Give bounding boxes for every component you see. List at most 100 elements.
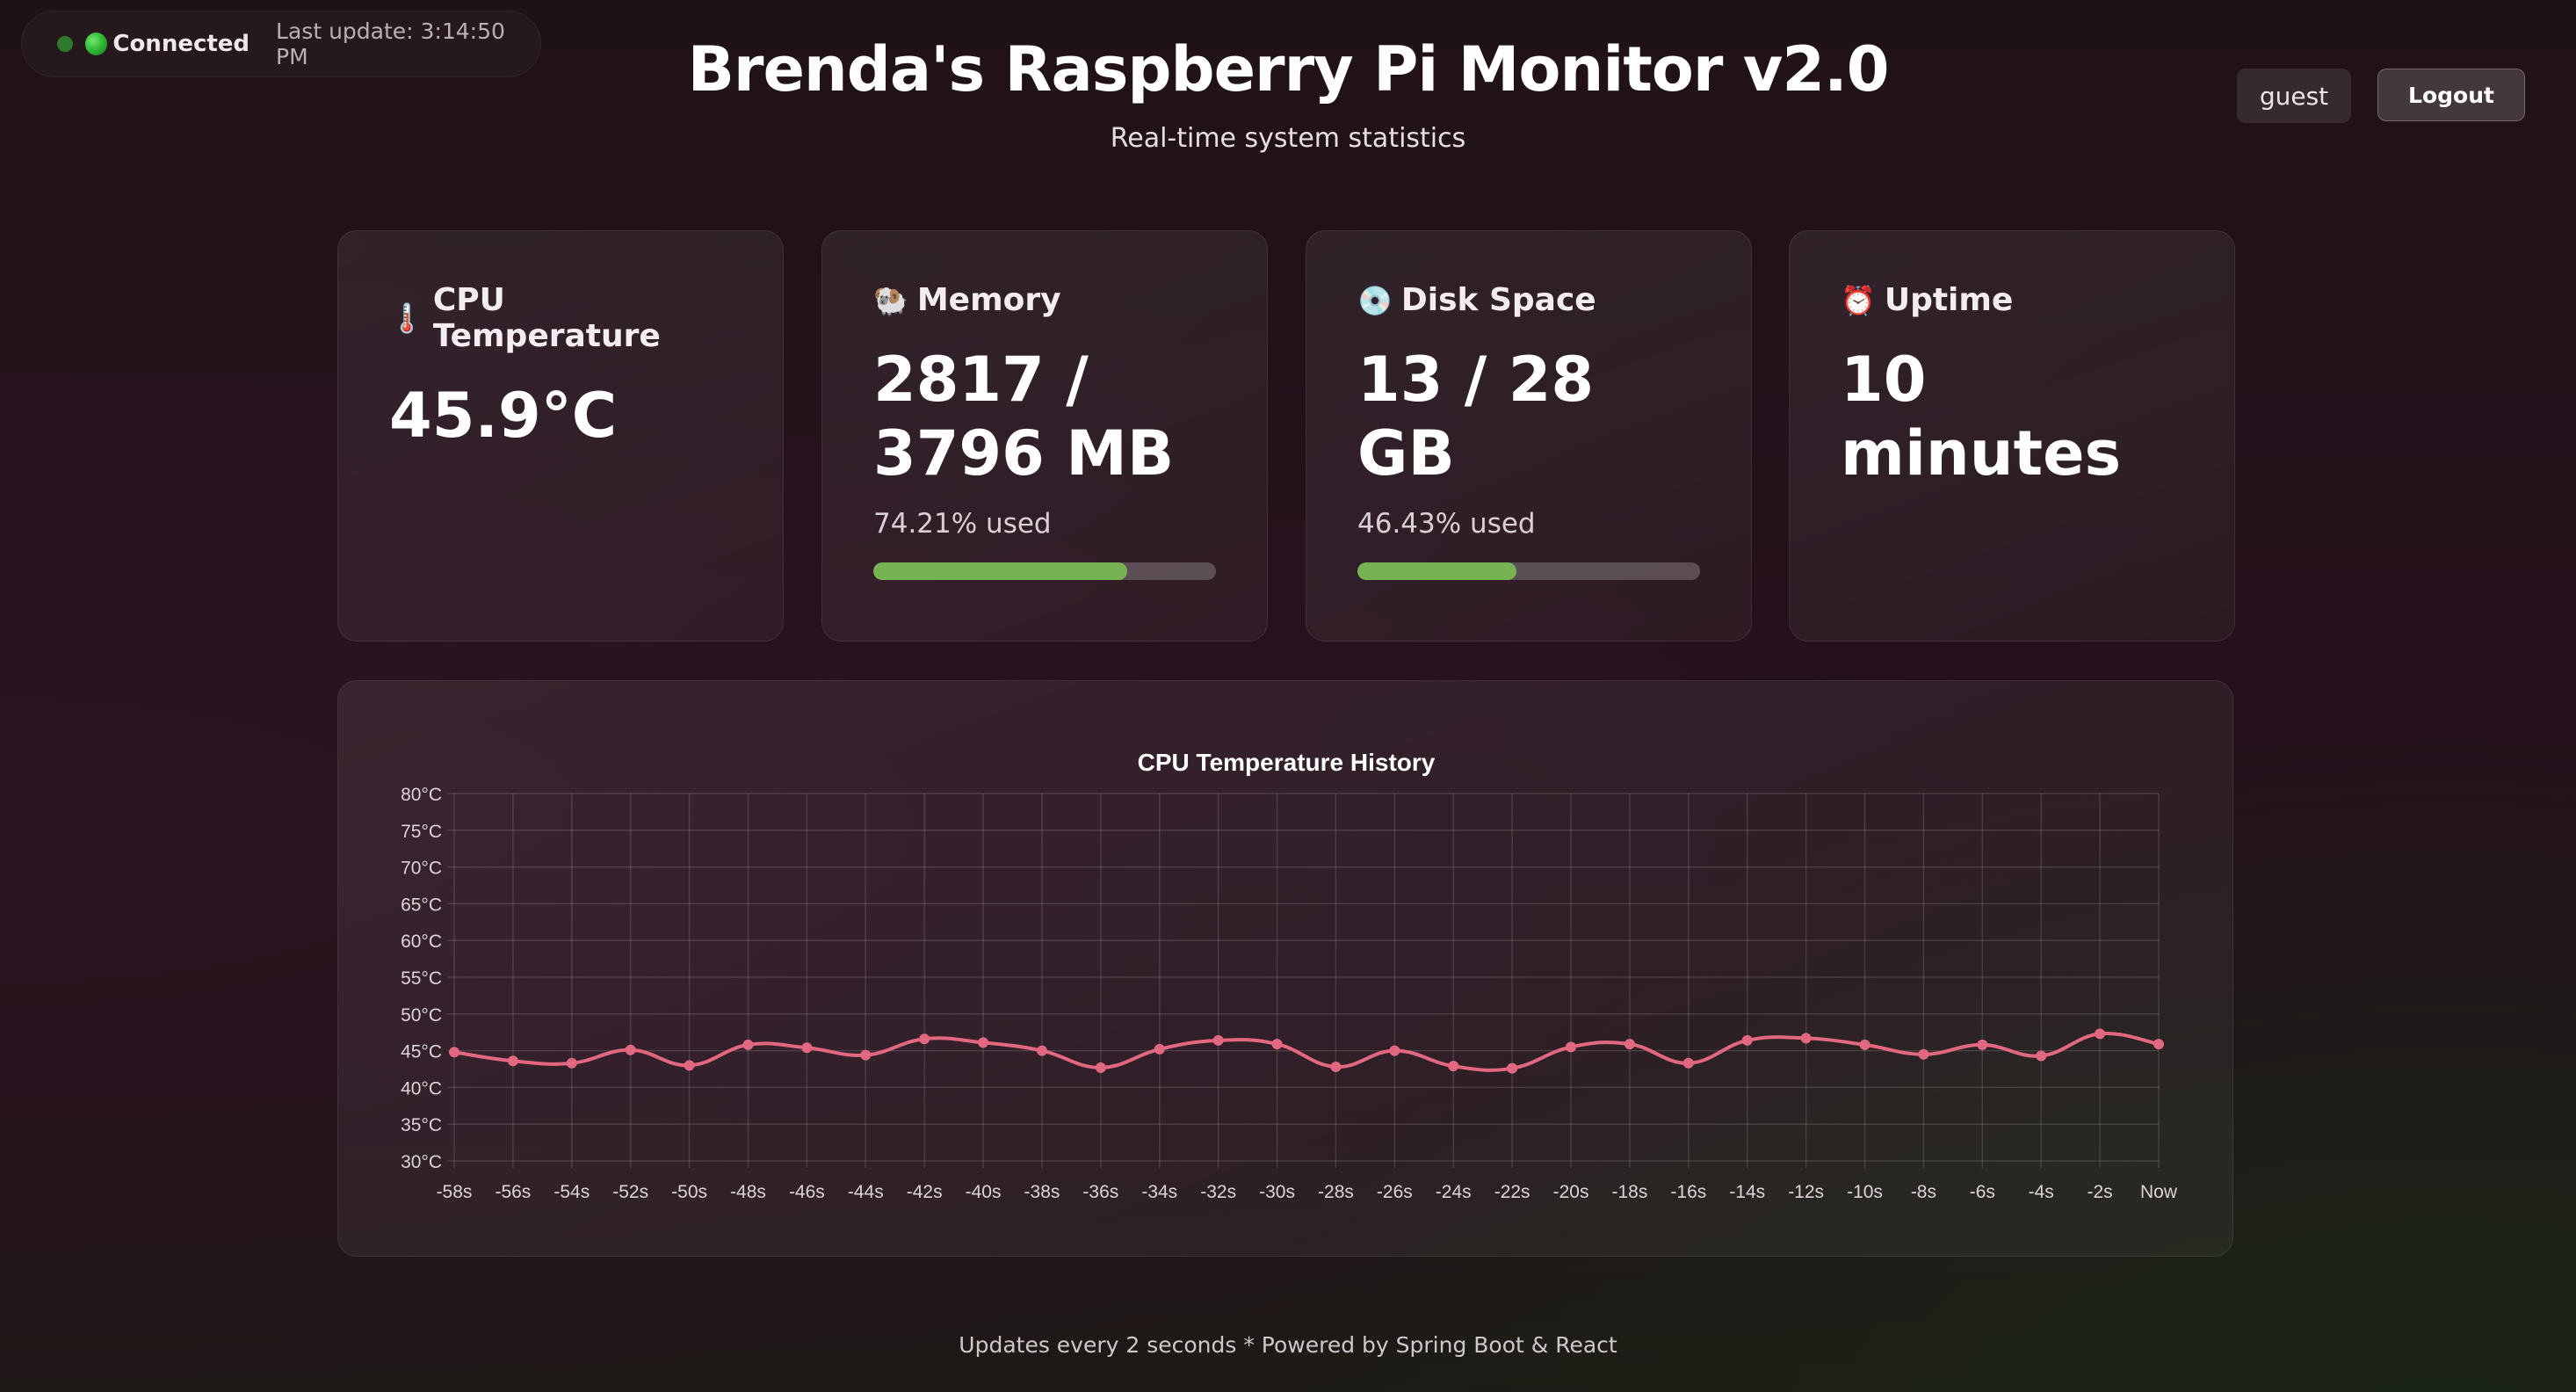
cpu-title: CPU Temperature — [432, 282, 661, 354]
y-tick-label: 35°C — [401, 1115, 442, 1135]
x-tick-label: -26s — [1377, 1182, 1413, 1202]
x-tick-label: -4s — [2029, 1182, 2054, 1202]
uptime-title: Uptime — [1884, 282, 2014, 318]
page-subtitle: Real-time system statistics — [1110, 123, 1466, 154]
chart-grid — [447, 793, 2160, 1168]
chart-svg: CPU Temperature History 80°C 75°C 70°C 65°C… — [401, 749, 2178, 1202]
data-point — [1095, 1062, 1106, 1073]
data-point — [1682, 1057, 1694, 1069]
data-point — [801, 1042, 813, 1054]
user-badge[interactable]: guest — [2237, 69, 2351, 123]
data-point — [1566, 1041, 1577, 1053]
x-tick-label: -18s — [1612, 1182, 1648, 1202]
data-point — [1389, 1045, 1400, 1056]
x-tick-label: -36s — [1082, 1182, 1118, 1202]
data-point — [1507, 1062, 1518, 1074]
page-header: Brenda's Raspberry Pi Monitor v2.0 Real-… — [0, 33, 2576, 154]
data-point — [1448, 1061, 1459, 1072]
y-tick-label: 70°C — [401, 859, 442, 879]
chart-title: CPU Temperature History — [1138, 749, 1436, 776]
data-point — [2153, 1039, 2164, 1050]
data-point — [2036, 1050, 2047, 1062]
data-point — [919, 1033, 930, 1045]
memory-value-line1: 2817 / — [873, 344, 1089, 416]
data-point — [978, 1037, 989, 1048]
memory-progress-bar — [873, 562, 1216, 580]
disk-value: 13 / 28 GB — [1357, 344, 1595, 489]
x-tick-label: -20s — [1553, 1182, 1589, 1202]
data-point — [625, 1044, 636, 1055]
memory-value: 2817 / 3796 MB — [873, 343, 1216, 490]
data-point — [1741, 1034, 1753, 1046]
thermometer-icon: 🌡️ — [389, 301, 424, 335]
x-tick-label: -30s — [1259, 1182, 1295, 1202]
logout-button[interactable]: Logout — [2377, 69, 2525, 121]
y-tick-label: 30°C — [401, 1152, 442, 1172]
y-tick-label: 45°C — [401, 1042, 442, 1062]
x-tick-label: -40s — [966, 1182, 1002, 1202]
data-point — [507, 1055, 518, 1067]
page-title: Brenda's Raspberry Pi Monitor v2.0 — [687, 33, 1890, 105]
x-tick-label: -42s — [907, 1182, 943, 1202]
ram-icon: 🐏 — [873, 283, 908, 317]
data-point — [1624, 1039, 1635, 1050]
disk-used-percent: 46.43% used — [1357, 508, 1536, 540]
data-point — [1212, 1034, 1224, 1046]
data-point — [742, 1039, 754, 1050]
data-point — [684, 1060, 695, 1071]
disk-progress-fill — [1357, 562, 1517, 580]
x-tick-label: -28s — [1318, 1182, 1354, 1202]
uptime-card: ⏰ Uptime 10 minutes — [1789, 230, 2235, 642]
x-tick-label: -22s — [1494, 1182, 1530, 1202]
x-tick-label: -34s — [1141, 1182, 1177, 1202]
y-tick-label: 75°C — [401, 822, 442, 842]
card-title: 💿 Disk Space — [1357, 282, 1700, 318]
series-line — [453, 1031, 2160, 1072]
x-tick-label: -54s — [554, 1182, 590, 1202]
data-point — [860, 1049, 872, 1061]
connection-status: Connected Last update: 3:14:50 PM — [21, 11, 541, 77]
x-tick-label: -48s — [730, 1182, 766, 1202]
y-tick-label: 50°C — [401, 1005, 442, 1026]
memory-used-percent: 74.21% used — [873, 508, 1052, 540]
status-dot-icon — [57, 36, 73, 52]
data-point — [1977, 1039, 1988, 1050]
data-point — [1271, 1039, 1283, 1050]
x-tick-label: -32s — [1200, 1182, 1236, 1202]
x-tick-label: -38s — [1024, 1182, 1060, 1202]
x-tick-label: -14s — [1729, 1182, 1765, 1202]
y-tick-label: 40°C — [401, 1078, 442, 1098]
x-tick-label: -46s — [789, 1182, 825, 1202]
x-tick-label: -50s — [671, 1182, 707, 1202]
cpu-temperature-value: 45.9°C — [389, 380, 618, 452]
disk-space-card: 💿 Disk Space 13 / 28 GB 46.43% used — [1306, 230, 1752, 642]
cpu-temperature-history-chart: CPU Temperature History 80°C 75°C 70°C 65°C… — [337, 680, 2233, 1257]
green-circle-icon — [84, 33, 108, 55]
disk-title: Disk Space — [1400, 282, 1596, 318]
x-tick-label: -58s — [437, 1182, 473, 1202]
last-update-time: Last update: 3:14:50 PM — [276, 18, 505, 69]
memory-card: 🐏 Memory 2817 / 3796 MB 74.21% used — [821, 230, 1268, 642]
disc-icon: 💿 — [1357, 283, 1393, 317]
alarm-clock-icon: ⏰ — [1841, 283, 1876, 317]
data-point — [566, 1057, 577, 1069]
x-tick-label: -8s — [1911, 1182, 1936, 1202]
memory-title: Memory — [916, 282, 1061, 318]
data-point — [1330, 1061, 1342, 1072]
data-point — [1859, 1039, 1870, 1050]
x-tick-label: -24s — [1436, 1182, 1472, 1202]
footer-text: Updates every 2 seconds * Powered by Spr… — [959, 1332, 1617, 1358]
x-tick-label: -2s — [2088, 1182, 2113, 1202]
x-tick-label: -56s — [495, 1182, 531, 1202]
x-tick-label: Now — [2140, 1182, 2178, 1202]
y-tick-label: 65°C — [401, 895, 442, 915]
x-axis: -58s -56s -54s -52s -50s -48s -46s -44s -42s -40s… — [437, 1182, 2178, 1202]
uptime-value: 10 minutes — [1841, 344, 2122, 489]
memory-value-line2: 3796 MB — [873, 417, 1175, 489]
card-title: 🐏 Memory — [873, 282, 1216, 318]
disk-progress-bar — [1357, 562, 1700, 580]
y-axis: 80°C 75°C 70°C 65°C 60°C 55°C 50°C 45°C 40°C 35°C… — [401, 785, 442, 1172]
data-points — [449, 1028, 2164, 1074]
x-tick-label: -12s — [1788, 1182, 1824, 1202]
data-point — [1036, 1045, 1047, 1056]
